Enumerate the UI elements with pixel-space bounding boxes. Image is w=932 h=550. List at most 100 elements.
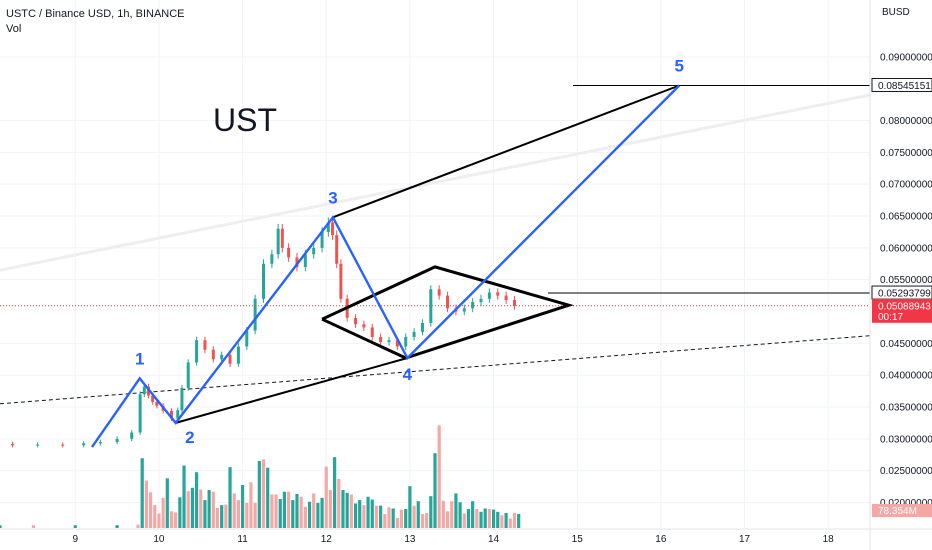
volume-bar [220,505,224,528]
volume-bar [412,505,416,528]
x-tick-label: 13 [404,534,416,545]
volume-tag [872,504,932,517]
volume-bar [73,525,77,528]
countdown-text: 00:17 [878,312,903,323]
volume-bar [429,496,433,528]
volume-bar [383,514,387,528]
candle-body [180,387,184,411]
volume-bar [270,494,274,528]
volume-bar [0,525,2,528]
volume-bar [345,492,349,528]
volume-bar [450,501,454,528]
volume-bar [404,509,408,528]
candle-body [429,289,433,323]
candle-body [98,442,102,444]
wave-label-2: 2 [185,428,194,447]
symbol-title[interactable]: USTC / Binance USD, 1h, BINANCE [6,8,185,20]
y-tick-label: 0.02500000 [880,466,932,477]
volume-bar [328,490,333,528]
candle-body [504,295,508,301]
candle-body [276,228,280,255]
candle-body [479,298,483,302]
current-price-tag [872,298,932,323]
volume-bar [136,524,140,528]
volume-bar [395,517,399,528]
volume-bar [253,502,257,528]
x-tick-label: 9 [73,534,79,545]
candle-body [512,300,516,306]
y-tick-label: 0.02000000 [880,498,932,509]
candle-body [295,257,299,267]
y-tick-label: 0.04500000 [880,339,932,350]
volume-bar [144,480,148,528]
candle-body [155,401,159,406]
candle-body [195,340,199,363]
volume-bar [504,512,508,528]
volume-bar [215,507,220,528]
volume-bar [441,500,445,528]
volume-bar [471,501,475,528]
volume-bar [337,478,341,528]
volume-bar [487,509,491,528]
candle-body [211,349,215,360]
volume-bar [224,504,228,528]
volume-bar [496,511,500,528]
y-tick-label: 0.09000000 [880,52,932,63]
x-tick-label: 15 [572,534,584,545]
candle-body [253,298,257,331]
volume-bar [312,493,316,528]
chart-grid [0,0,870,528]
wave-label-3: 3 [328,188,337,207]
dashed-trend-line [0,335,871,405]
volume-bar [287,491,291,528]
candle-body [11,443,15,446]
volume-bar [399,509,404,528]
candle-body [142,386,146,395]
volume-bar [278,498,282,528]
volume-indicator-label[interactable]: Vol [6,23,22,35]
price-axis[interactable]: 0.09000000 0.08000000 0.07500000 0.07000000… [869,0,932,550]
candle-body [387,340,391,343]
wave-label-4: 4 [403,365,413,384]
candle-body [115,438,119,443]
volume-bar [236,500,241,528]
candle-body [354,317,358,325]
volume-bar [157,513,161,528]
volume-bar [466,509,471,528]
diamond-pattern [321,265,574,360]
y-tick-label: 0.07000000 [880,180,932,191]
candle-body [82,443,86,446]
candle-body [412,331,416,337]
volume-bar [261,459,266,528]
candle-body [61,444,65,446]
time-axis[interactable]: 9 10 11 12 13 14 15 16 17 18 [0,528,932,545]
volume-bar [425,512,429,528]
volume-bar [207,490,211,528]
volume-bar [148,492,153,528]
x-tick-label: 11 [237,534,248,545]
volume-bar [199,489,203,528]
candle-body [487,292,491,299]
candle-body [362,324,366,328]
volume-bar [186,491,190,528]
candle-body [228,354,232,364]
volume-bar [249,482,253,528]
x-tick-label: 12 [321,534,333,545]
volume-bar [228,467,232,528]
candle-body [36,444,40,446]
candle-body [186,362,190,388]
volume-bar [291,500,295,528]
y-tick-label: 0.06000000 [880,243,932,254]
candle-body [312,247,316,255]
y-tick-label: 0.04000000 [880,371,932,382]
volume-bar [316,502,320,528]
y-tick-label: 0.03500000 [880,403,932,414]
x-tick-label: 10 [153,534,165,545]
candle-body [331,222,335,236]
volume-bar [479,511,483,528]
candle-body [446,295,450,309]
candle-body [320,231,324,248]
volume-bar [169,511,174,528]
volume-bar [299,496,303,528]
